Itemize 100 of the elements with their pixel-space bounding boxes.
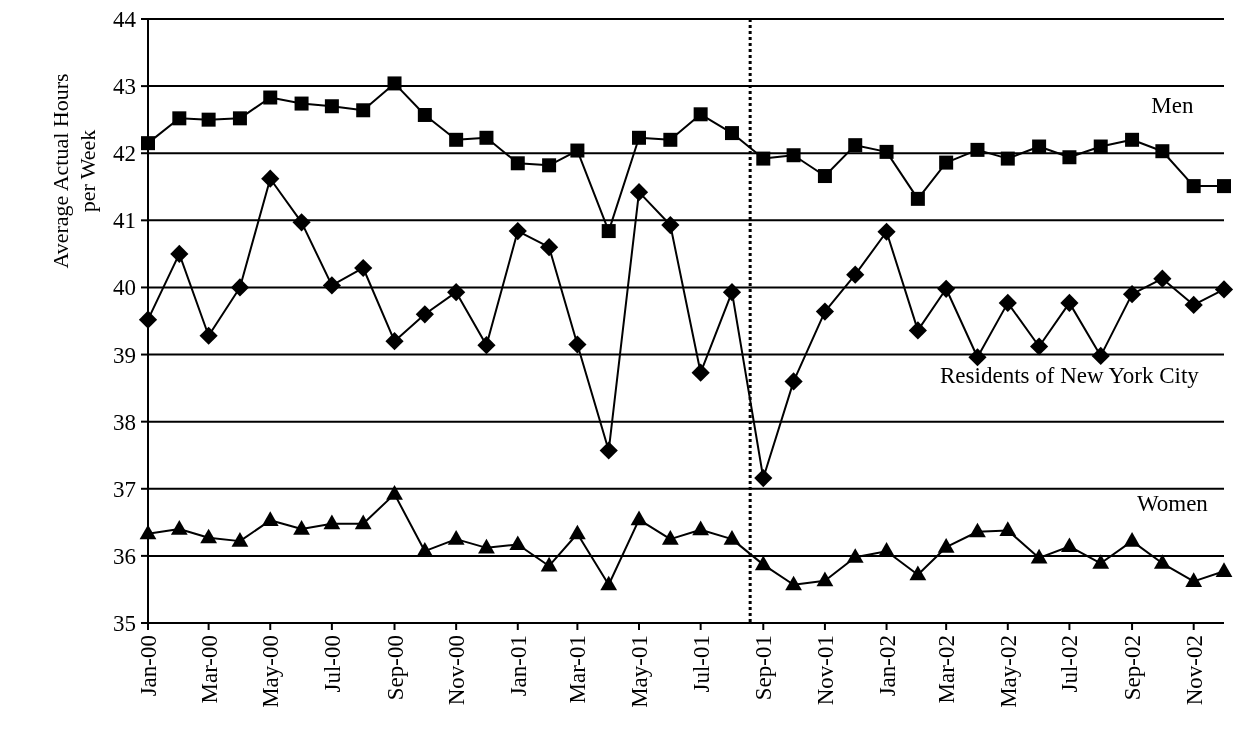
point [877, 222, 896, 241]
point [848, 138, 863, 153]
point [878, 542, 895, 557]
point [937, 538, 955, 553]
point [937, 279, 956, 298]
point [601, 224, 616, 239]
x-tick-label: Jan-01 [505, 635, 531, 697]
point [1032, 139, 1047, 154]
point [263, 90, 278, 105]
point [231, 532, 249, 547]
point [477, 336, 496, 355]
point [415, 305, 434, 324]
point [509, 535, 527, 551]
point [1030, 548, 1048, 564]
point [815, 302, 835, 321]
point [661, 530, 679, 545]
point [998, 293, 1017, 312]
point [999, 521, 1017, 536]
x-tick-label: Mar-01 [565, 635, 591, 704]
point [1185, 572, 1203, 587]
y-tick-label: 39 [113, 342, 136, 368]
x-tick-label: Nov-01 [812, 635, 838, 706]
point [846, 548, 864, 563]
x-tick-label: Mar-02 [934, 635, 960, 704]
point [387, 76, 402, 91]
point [386, 485, 403, 500]
point [354, 258, 373, 278]
point [879, 144, 894, 159]
point [909, 565, 927, 581]
point [661, 215, 680, 235]
point [693, 107, 708, 122]
point [540, 238, 559, 257]
x-tick-label: May-02 [995, 635, 1021, 708]
point [447, 283, 466, 302]
point [293, 519, 310, 535]
point [1000, 151, 1015, 166]
point [1155, 144, 1170, 159]
y-tick-label: 36 [113, 543, 136, 569]
x-tick-label: Nov-00 [444, 635, 470, 706]
point [630, 510, 648, 526]
x-tick-label: Jul-01 [688, 635, 714, 693]
x-tick-label: Jul-00 [319, 635, 345, 693]
point [201, 112, 216, 127]
point [294, 96, 309, 111]
y-tick-label: 43 [113, 74, 136, 100]
series-label: Men [1151, 93, 1194, 119]
point [199, 326, 218, 345]
point [322, 276, 341, 295]
point [756, 151, 771, 166]
point [722, 283, 742, 302]
point [261, 511, 279, 526]
point [968, 348, 987, 367]
point [785, 575, 802, 591]
point [784, 372, 803, 391]
point [568, 524, 586, 540]
point [1215, 562, 1233, 577]
point [939, 155, 954, 170]
point [723, 530, 741, 545]
point [568, 335, 587, 354]
point [1125, 132, 1140, 147]
point [599, 441, 618, 460]
y-tick-label: 37 [113, 476, 136, 502]
point [632, 130, 647, 145]
point [910, 191, 925, 206]
point [817, 169, 832, 184]
point [230, 278, 250, 297]
point [816, 571, 834, 587]
point [1184, 295, 1203, 314]
x-tick-label: Jan-02 [874, 635, 900, 697]
x-tick-label: May-01 [627, 635, 653, 708]
point [1061, 537, 1078, 553]
point [356, 103, 371, 118]
point [1091, 346, 1110, 365]
point [724, 126, 739, 141]
point [172, 111, 187, 126]
y-tick-label: 42 [113, 141, 136, 167]
point [600, 575, 618, 591]
point [292, 213, 311, 232]
point [692, 520, 710, 536]
point [1122, 285, 1142, 304]
point [691, 363, 710, 382]
point [138, 310, 158, 329]
point [139, 524, 157, 540]
point [232, 111, 247, 126]
x-tick-label: Jan-00 [136, 635, 162, 697]
point [1153, 554, 1171, 569]
point [1030, 337, 1049, 356]
point [447, 530, 465, 545]
x-tick-label: May-00 [258, 635, 284, 708]
point [1092, 554, 1110, 569]
point [1060, 293, 1079, 312]
point [1217, 179, 1231, 194]
point [908, 321, 927, 340]
x-tick-label: Sep-00 [382, 635, 408, 701]
point [385, 332, 404, 351]
point [508, 221, 527, 241]
point [542, 158, 557, 173]
point [324, 99, 339, 114]
y-axis-title: Average Actual Hours per Week [48, 73, 100, 269]
point [354, 514, 372, 530]
